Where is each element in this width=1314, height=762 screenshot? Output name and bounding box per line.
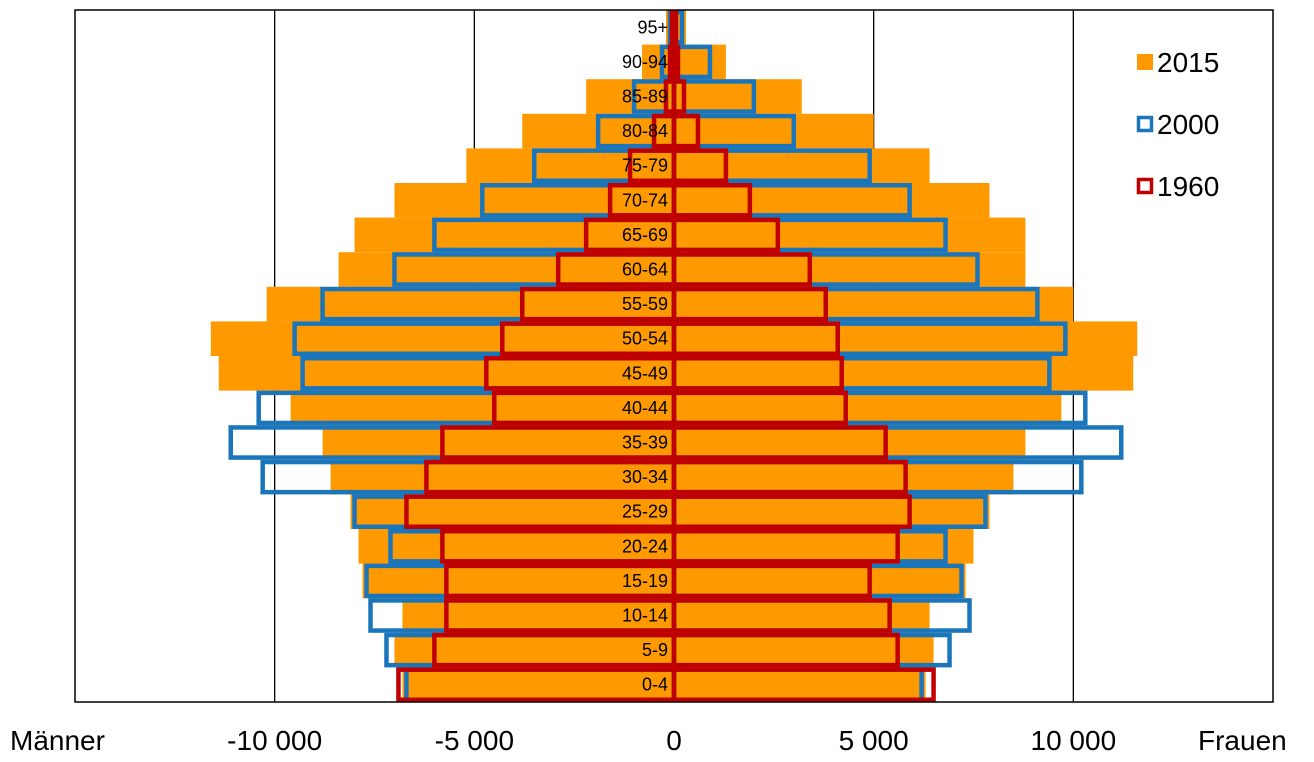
- bar-1960-frauen-75-79: [671, 148, 729, 183]
- bar-1960-frauen-40-44: [671, 390, 848, 426]
- x-tick-label: 0: [666, 725, 682, 756]
- bar-1960-frauen-80-84: [671, 113, 701, 149]
- bar-1960-frauen-35-39: [671, 425, 888, 460]
- bar-2015-maenner-75-79: [466, 148, 674, 183]
- bar-1960-frauen-10-14: [671, 598, 892, 633]
- bar-1960-frauen-15-19: [671, 563, 872, 599]
- age-label-50-54: 50-54: [622, 329, 668, 349]
- age-label-45-49: 45-49: [622, 363, 668, 383]
- bar-2015-maenner-35-39: [322, 425, 674, 460]
- bar-2015-frauen-50-54: [674, 321, 1138, 356]
- age-label-15-19: 15-19: [622, 571, 668, 591]
- legend-label-2015: 2015: [1157, 47, 1219, 78]
- bar-2015-frauen-70-74: [674, 183, 990, 218]
- age-label-70-74: 70-74: [622, 190, 668, 210]
- left-axis-label: Männer: [10, 725, 105, 756]
- legend-label-1960: 1960: [1157, 171, 1219, 202]
- age-label-5-9: 5-9: [642, 640, 668, 660]
- bar-1960-frauen-90-94: [671, 44, 681, 80]
- legend-swatch-2000: [1136, 115, 1154, 133]
- bar-2015-maenner-85-89: [586, 79, 674, 114]
- bar-2015-frauen-45-49: [674, 356, 1134, 391]
- age-label-85-89: 85-89: [622, 87, 668, 107]
- age-label-20-24: 20-24: [622, 536, 668, 556]
- bar-2015-frauen-90-94: [674, 44, 726, 80]
- bar-2015-maenner-0-4: [402, 667, 674, 702]
- bar-2015-frauen-40-44: [674, 390, 1062, 426]
- bar-1960-frauen-70-74: [671, 183, 753, 218]
- bar-1960-frauen-25-29: [671, 494, 912, 529]
- bar-2015-frauen-65-69: [674, 217, 1026, 253]
- bar-1960-frauen-30-34: [671, 459, 908, 495]
- bar-2015-frauen-15-19: [674, 563, 966, 599]
- bar-2015-frauen-30-34: [674, 459, 1014, 495]
- bar-2015-frauen-5-9: [674, 632, 934, 668]
- x-axis-tick-labels: -10 000 -5 000 0 5 000 10 000: [227, 725, 1116, 756]
- age-label-35-39: 35-39: [622, 433, 668, 453]
- age-label-65-69: 65-69: [622, 225, 668, 245]
- bar-1960-frauen-85-89: [671, 79, 687, 114]
- bar-2015-maenner-40-44: [290, 390, 674, 426]
- bar-2015-frauen-25-29: [674, 494, 990, 529]
- bar-1960-frauen-65-69: [671, 217, 781, 253]
- age-label-80-84: 80-84: [622, 121, 668, 141]
- bar-2015-maenner-50-54: [210, 321, 675, 356]
- bar-1960-frauen-20-24: [671, 529, 900, 564]
- bar-2015-frauen-85-89: [674, 79, 802, 114]
- age-label-10-14: 10-14: [622, 606, 668, 626]
- bar-2015-frauen-75-79: [674, 148, 930, 183]
- plot-area-border: [74, 9, 1274, 703]
- bar-2015-maenner-15-19: [362, 563, 674, 599]
- bar-2015-frauen-60-64: [674, 252, 1026, 287]
- age-label-25-29: 25-29: [622, 502, 668, 522]
- legend: 2015 2000 1960: [1136, 47, 1219, 202]
- x-tick-label: -10 000: [227, 725, 322, 756]
- bar-1960-frauen-50-54: [671, 321, 840, 356]
- bar-2015-frauen-0-4: [674, 667, 926, 702]
- age-label-75-79: 75-79: [622, 156, 668, 176]
- bar-2015-maenner-55-59: [266, 286, 674, 322]
- age-label-40-44: 40-44: [622, 398, 668, 418]
- bar-2015-frauen-80-84: [674, 113, 874, 149]
- bar-1960-frauen-60-64: [671, 252, 813, 287]
- legend-swatch-2015: [1137, 54, 1153, 70]
- bar-2015-maenner-45-49: [218, 356, 674, 391]
- series-1960-bars: [396, 10, 936, 703]
- age-label-95+: 95+: [637, 17, 668, 37]
- age-label-0-4: 0-4: [642, 675, 668, 695]
- age-label-55-59: 55-59: [622, 294, 668, 314]
- bar-2015-maenner-30-34: [330, 459, 674, 495]
- bar-1960-frauen-5-9: [671, 632, 900, 668]
- age-group-labels: 0-4 5-9 10-14 15-19 20-24 25-29 30-34 35-39 40-4…: [622, 17, 668, 694]
- legend-swatch-1960: [1136, 177, 1154, 195]
- bar-2015-maenner-20-24: [358, 529, 674, 564]
- bar-2015-maenner-65-69: [354, 217, 674, 253]
- bar-2015-frauen-55-59: [674, 286, 1074, 322]
- right-axis-label: Frauen: [1198, 725, 1287, 756]
- age-label-30-34: 30-34: [622, 467, 668, 487]
- bar-1960-frauen-55-59: [671, 286, 828, 322]
- bar-2015-frauen-10-14: [674, 598, 930, 633]
- bar-1960-frauen-0-4: [671, 667, 936, 703]
- bar-2015-maenner-70-74: [394, 183, 674, 218]
- age-label-60-64: 60-64: [622, 260, 668, 280]
- age-label-90-94: 90-94: [622, 52, 668, 72]
- x-tick-label: 10 000: [1031, 725, 1117, 756]
- x-tick-label: -5 000: [435, 725, 514, 756]
- legend-label-2000: 2000: [1157, 109, 1219, 140]
- x-tick-label: 5 000: [839, 725, 909, 756]
- bar-2015-maenner-5-9: [394, 632, 674, 668]
- bar-2015-frauen-35-39: [674, 425, 1026, 460]
- bar-1960-frauen-95+: [671, 10, 679, 45]
- bar-2015-frauen-20-24: [674, 529, 974, 564]
- bar-1960-frauen-45-49: [671, 356, 844, 391]
